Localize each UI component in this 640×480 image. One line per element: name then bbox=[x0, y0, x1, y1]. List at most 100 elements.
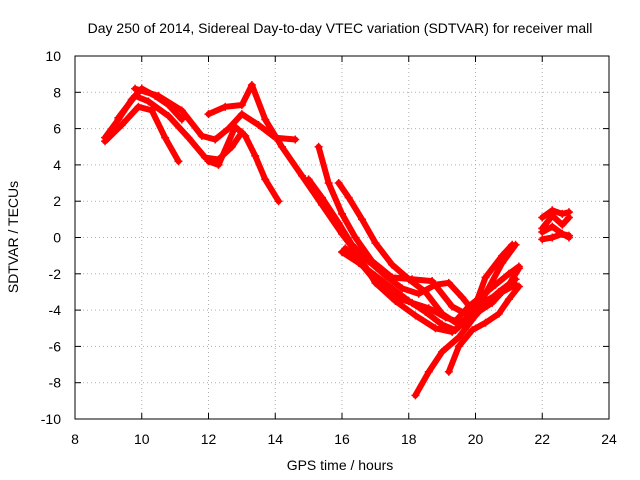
data-point bbox=[481, 273, 490, 282]
series-arc-17 bbox=[538, 222, 573, 240]
data-point bbox=[538, 235, 547, 244]
data-point bbox=[338, 209, 346, 218]
series-line bbox=[132, 85, 299, 143]
data-point bbox=[348, 240, 357, 249]
y-tick-label: 6 bbox=[53, 121, 61, 137]
data-point bbox=[177, 106, 186, 115]
data-point bbox=[514, 262, 523, 271]
y-axis-ticks: -10 -8 -6 -4 -2 0 2 4 6 8 10 bbox=[41, 48, 609, 427]
data-point bbox=[314, 142, 323, 151]
data-point bbox=[254, 120, 263, 129]
data-point bbox=[481, 318, 490, 327]
series-line bbox=[539, 207, 572, 221]
data-point bbox=[131, 91, 140, 100]
data-point bbox=[324, 179, 333, 188]
data-point bbox=[277, 142, 286, 151]
x-tick-label: 12 bbox=[201, 431, 217, 447]
series-line bbox=[102, 103, 182, 165]
data-point bbox=[204, 157, 213, 166]
data-point bbox=[398, 284, 407, 293]
data-point bbox=[558, 229, 567, 238]
series-arc-5 bbox=[204, 122, 283, 206]
y-tick-label: 0 bbox=[53, 230, 61, 246]
data-point bbox=[351, 233, 360, 242]
x-tick-label: 8 bbox=[71, 431, 79, 447]
data-point bbox=[237, 110, 246, 119]
data-point bbox=[381, 271, 390, 280]
data-point bbox=[558, 209, 567, 218]
data-point bbox=[548, 233, 557, 242]
data-point bbox=[211, 135, 220, 144]
data-point bbox=[117, 120, 126, 129]
data-point bbox=[498, 258, 507, 267]
data-point bbox=[364, 257, 373, 266]
data-point bbox=[438, 347, 447, 356]
data-point bbox=[261, 175, 270, 184]
data-point bbox=[297, 171, 306, 180]
x-axis-title: GPS time / hours bbox=[287, 457, 394, 473]
data-point bbox=[498, 287, 507, 296]
data-point bbox=[441, 313, 450, 322]
data-point bbox=[274, 197, 283, 206]
data-point bbox=[144, 97, 153, 106]
data-point bbox=[247, 81, 256, 90]
data-point bbox=[504, 269, 513, 278]
data-point bbox=[451, 316, 460, 325]
x-tick-label: 14 bbox=[267, 431, 283, 447]
data-point bbox=[458, 293, 467, 302]
data-point bbox=[494, 309, 503, 318]
data-point bbox=[454, 333, 463, 342]
data-point bbox=[251, 151, 260, 160]
data-point bbox=[154, 91, 163, 100]
data-point bbox=[221, 102, 230, 111]
data-point bbox=[564, 213, 573, 222]
data-point bbox=[411, 311, 420, 320]
x-tick-label: 22 bbox=[534, 431, 550, 447]
x-tick-label: 24 bbox=[601, 431, 617, 447]
series-layer bbox=[101, 81, 573, 400]
series-arc-14 bbox=[538, 206, 573, 222]
y-axis-title: SDTVAR / TECUs bbox=[5, 181, 21, 293]
data-point bbox=[134, 102, 143, 111]
data-point bbox=[538, 213, 547, 222]
chart-title: Day 250 of 2014, Sidereal Day-to-day VTE… bbox=[88, 20, 593, 36]
data-point bbox=[564, 231, 573, 240]
data-point bbox=[197, 131, 206, 140]
data-point bbox=[511, 240, 520, 249]
data-point bbox=[558, 220, 567, 229]
data-point bbox=[484, 297, 493, 306]
data-point bbox=[471, 311, 480, 320]
data-point bbox=[101, 137, 110, 146]
data-point bbox=[338, 248, 346, 257]
data-point bbox=[147, 106, 156, 115]
y-tick-label: -8 bbox=[49, 375, 62, 391]
y-tick-label: -10 bbox=[41, 411, 61, 427]
data-point bbox=[548, 211, 557, 220]
data-point bbox=[161, 133, 170, 142]
data-point bbox=[451, 326, 460, 335]
data-point bbox=[164, 111, 173, 120]
data-point bbox=[414, 289, 423, 298]
data-point bbox=[411, 391, 420, 400]
series-line bbox=[539, 223, 572, 239]
data-point bbox=[131, 84, 140, 93]
data-point bbox=[444, 278, 453, 287]
x-tick-label: 18 bbox=[401, 431, 417, 447]
data-point bbox=[548, 222, 557, 231]
data-point bbox=[464, 302, 473, 311]
data-point bbox=[334, 218, 343, 227]
data-point bbox=[388, 284, 397, 293]
data-point bbox=[371, 238, 380, 247]
data-point bbox=[261, 115, 270, 124]
data-point bbox=[444, 367, 453, 376]
y-tick-label: -6 bbox=[49, 338, 62, 354]
data-point bbox=[391, 293, 400, 302]
x-axis-ticks: 8 10 12 14 16 18 20 22 24 bbox=[71, 56, 617, 447]
data-point bbox=[177, 115, 186, 124]
data-point bbox=[514, 282, 523, 291]
data-point bbox=[421, 307, 430, 316]
data-point bbox=[454, 342, 463, 351]
data-point bbox=[388, 260, 397, 269]
data-point bbox=[371, 271, 380, 280]
